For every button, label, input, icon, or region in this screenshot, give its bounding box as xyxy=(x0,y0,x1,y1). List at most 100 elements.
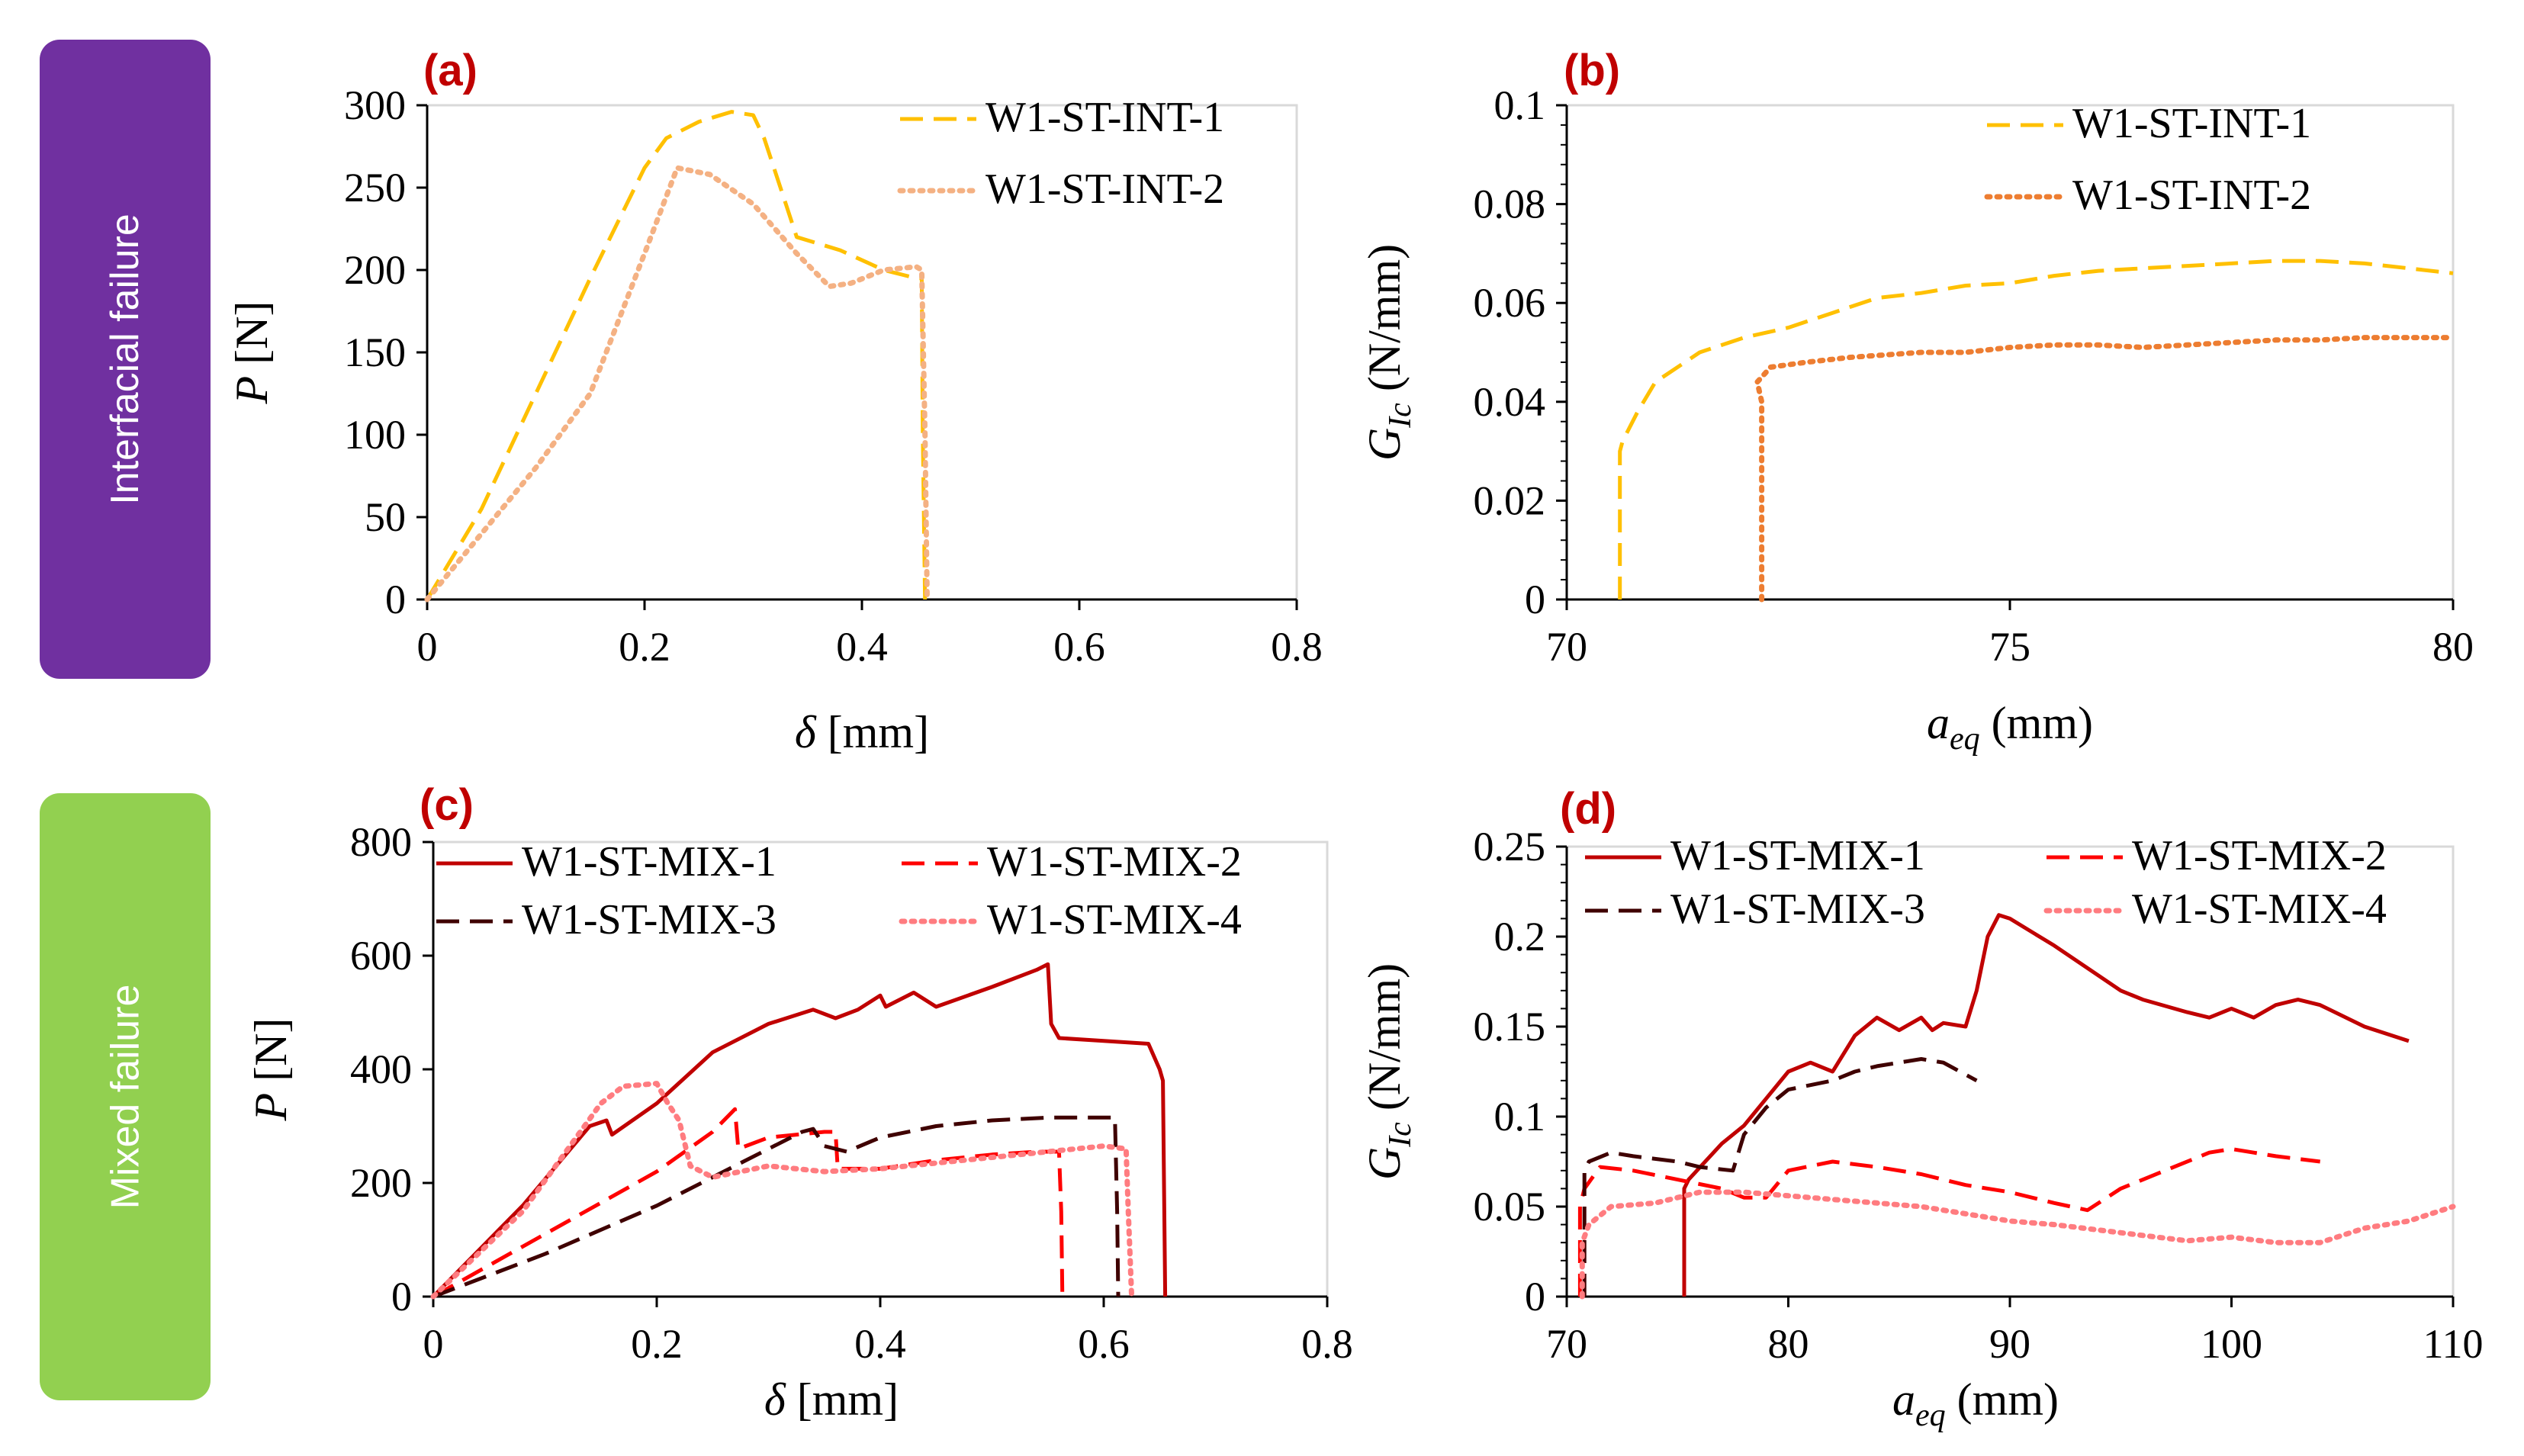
x-tick-label: 70 xyxy=(1546,624,1587,670)
legend-label: W1-ST-INT-1 xyxy=(985,94,1224,141)
y-tick-label: 800 xyxy=(350,819,412,865)
series-line-w1-st-mix-2 xyxy=(1577,1147,2321,1297)
series-line-w1-st-int-2 xyxy=(1754,335,2456,603)
x-label-unit: (mm) xyxy=(1980,698,2093,748)
y-axis-label: P [N] xyxy=(227,301,277,405)
x-tick-label: 0.8 xyxy=(1301,1321,1353,1367)
y-tick-label: 200 xyxy=(344,247,406,293)
y-label-unit: [N] xyxy=(227,301,277,376)
legend-label: W1-ST-MIX-1 xyxy=(522,838,776,885)
legend-label: W1-ST-MIX-1 xyxy=(1670,832,1925,879)
x-label-symbol: δ xyxy=(764,1374,786,1425)
legend-label: W1-ST-INT-1 xyxy=(2072,100,2311,147)
y-label-symbol: G xyxy=(1359,1147,1410,1180)
x-tick-label: 0.2 xyxy=(631,1321,683,1367)
legend-label: W1-ST-MIX-4 xyxy=(987,896,1242,943)
series-line-w1-st-mix-1 xyxy=(1682,913,2410,1297)
x-tick-label: 0.8 xyxy=(1271,624,1323,670)
y-label-symbol: P xyxy=(227,376,277,405)
interfacial-failure-label: Interfacial failure xyxy=(40,40,211,679)
x-tick-label: 0 xyxy=(423,1321,444,1367)
y-label-unit: (N/mm) xyxy=(1359,963,1410,1122)
y-axis-label: GIc (N/mm) xyxy=(1359,244,1418,461)
y-tick-label: 250 xyxy=(344,165,406,211)
y-tick-label: 0 xyxy=(391,1274,412,1319)
x-tick-label: 100 xyxy=(2201,1321,2262,1367)
y-label-symbol: P xyxy=(246,1093,296,1122)
legend-label: W1-ST-MIX-3 xyxy=(522,896,776,943)
y-tick-label: 50 xyxy=(365,494,406,540)
chart-panel-3: 0 200 400 600 800 0 0.2 0.4 0.6 0.8 W1-ST-MIX-1 W1-… xyxy=(246,780,1353,1425)
panel-letter: (c) xyxy=(420,780,474,830)
y-label-subscript: Ic xyxy=(1383,403,1418,429)
series-line-w1-st-int-1 xyxy=(1618,259,2454,599)
x-tick-label: 80 xyxy=(2432,624,2474,670)
y-tick-label: 200 xyxy=(350,1160,412,1206)
y-tick-label: 0 xyxy=(385,577,406,622)
x-tick-label: 0.4 xyxy=(836,624,888,670)
y-axis-label: P [N] xyxy=(246,1018,296,1122)
x-axis-label: aeq (mm) xyxy=(1892,1374,2059,1433)
legend-label: W1-ST-MIX-3 xyxy=(1670,885,1925,933)
x-tick-label: 110 xyxy=(2423,1321,2484,1367)
y-tick-label: 600 xyxy=(350,933,412,979)
x-tick-label: 70 xyxy=(1546,1321,1587,1367)
y-tick-label: 0 xyxy=(1525,577,1545,622)
y-tick-label: 0.02 xyxy=(1474,477,1546,523)
y-label-unit: [N] xyxy=(246,1018,296,1093)
legend-label: W1-ST-MIX-2 xyxy=(2132,832,2387,879)
chart-panel-2: 0 0.02 0.04 0.06 0.08 0.1 70 75 80 W1-ST-INT-1 W1-… xyxy=(1359,46,2474,757)
y-tick-label: 0.05 xyxy=(1474,1184,1546,1229)
y-tick-label: 400 xyxy=(350,1046,412,1092)
x-axis-label: δ [mm] xyxy=(764,1374,899,1425)
x-label-unit: [mm] xyxy=(816,707,929,757)
y-tick-label: 0.15 xyxy=(1474,1004,1546,1049)
x-axis-label: δ [mm] xyxy=(795,707,929,757)
series-line-w1-st-mix-4 xyxy=(1579,1189,2456,1300)
x-label-unit: (mm) xyxy=(1946,1374,2059,1425)
x-label-subscript: eq xyxy=(1950,722,1980,757)
x-label-subscript: eq xyxy=(1915,1398,1946,1433)
chart-panel-1: 0 50 100 150 200 250 300 0 0.2 0.4 0.6 0.8 W1-ST-INT… xyxy=(227,46,1323,757)
x-tick-label: 75 xyxy=(1989,624,2030,670)
series-line-w1-st-int-2 xyxy=(424,165,930,603)
series-line-w1-st-mix-3 xyxy=(1582,1057,1978,1297)
x-tick-label: 0.6 xyxy=(1053,624,1105,670)
series-line-w1-st-mix-1 xyxy=(432,962,1168,1298)
x-axis-label: aeq (mm) xyxy=(1927,698,2093,757)
legend-label: W1-ST-MIX-4 xyxy=(2132,885,2387,933)
y-tick-label: 300 xyxy=(344,82,406,128)
x-tick-label: 90 xyxy=(1989,1321,2030,1367)
y-tick-label: 0.1 xyxy=(1494,82,1546,128)
y-tick-label: 0.2 xyxy=(1494,914,1546,959)
x-tick-label: 0.2 xyxy=(619,624,670,670)
x-label-unit: [mm] xyxy=(786,1374,899,1425)
panel-letter: (b) xyxy=(1564,46,1620,95)
x-tick-label: 0.6 xyxy=(1078,1321,1130,1367)
y-tick-label: 0.25 xyxy=(1474,824,1546,869)
legend-label: W1-ST-INT-2 xyxy=(985,166,1224,213)
y-tick-label: 0.04 xyxy=(1474,379,1546,425)
x-tick-label: 0 xyxy=(417,624,438,670)
series-line-w1-st-mix-4 xyxy=(430,1081,1135,1300)
y-tick-label: 0.08 xyxy=(1474,182,1546,227)
y-tick-label: 0.1 xyxy=(1494,1094,1546,1139)
legend-label: W1-ST-MIX-2 xyxy=(987,838,1242,885)
chart-panel-4: 0 0.05 0.1 0.15 0.2 0.25 70 80 90 100 110 W1-ST-MIX… xyxy=(1359,784,2484,1433)
y-tick-label: 0.06 xyxy=(1474,280,1546,326)
panel-letter: (d) xyxy=(1560,784,1616,834)
x-label-symbol: a xyxy=(1892,1374,1915,1425)
x-tick-label: 0.4 xyxy=(854,1321,906,1367)
mixed-failure-label: Mixed failure xyxy=(40,793,211,1400)
panel-letter: (a) xyxy=(423,46,477,95)
x-label-symbol: δ xyxy=(795,707,817,757)
series-line-w1-st-mix-3 xyxy=(432,1115,1121,1299)
y-axis-label: GIc (N/mm) xyxy=(1359,963,1418,1180)
y-tick-label: 100 xyxy=(344,412,406,458)
x-label-symbol: a xyxy=(1927,698,1950,748)
series-line-w1-st-int-1 xyxy=(425,110,928,601)
y-label-unit: (N/mm) xyxy=(1359,244,1410,403)
legend-label: W1-ST-INT-2 xyxy=(2072,172,2311,219)
y-tick-label: 150 xyxy=(344,329,406,375)
